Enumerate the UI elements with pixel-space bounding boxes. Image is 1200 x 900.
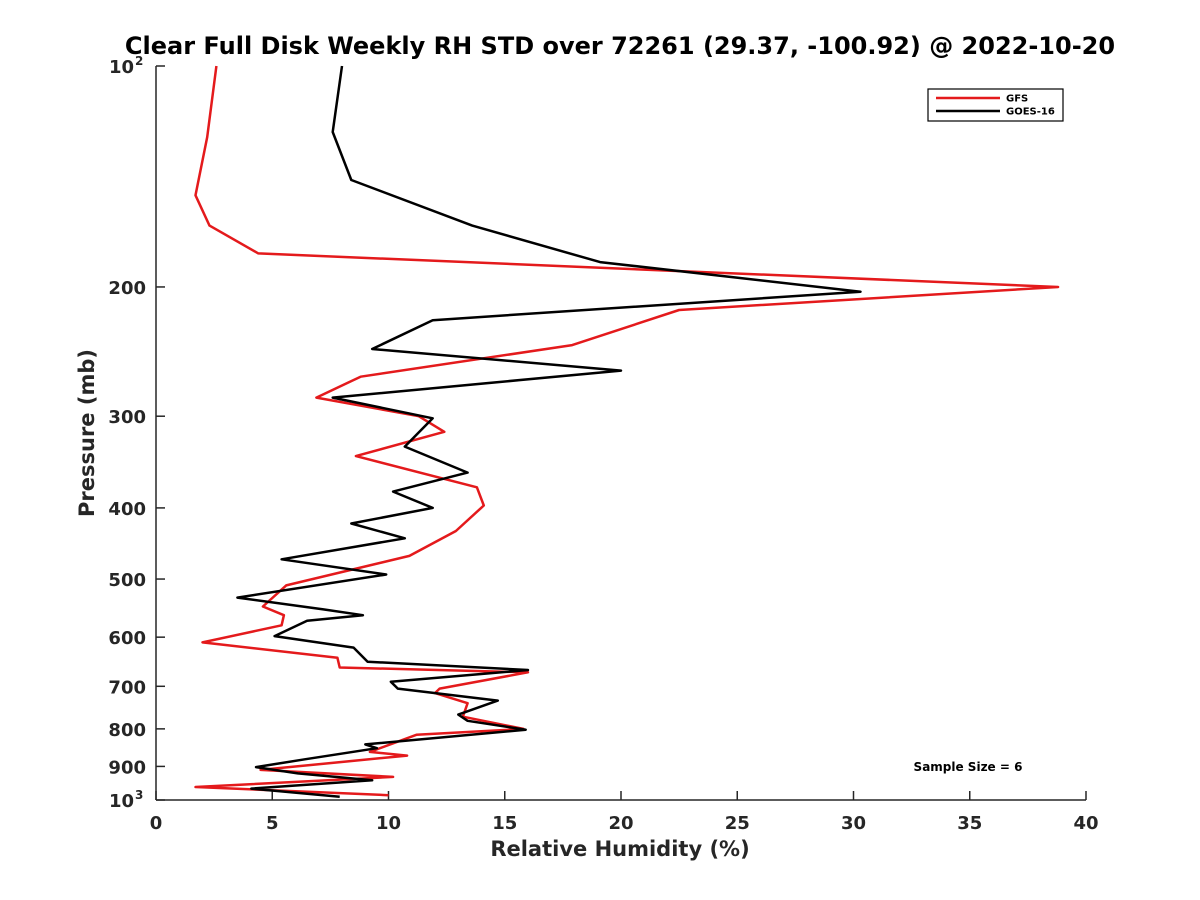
x-axis-label: Relative Humidity (%): [490, 837, 749, 861]
series-lines: [194, 65, 1060, 799]
chart-title: Clear Full Disk Weekly RH STD over 72261…: [125, 32, 1115, 60]
y-tick-label: 600: [108, 628, 146, 649]
y-tick-exponent: 2: [135, 54, 143, 68]
y-tick-label: 10: [109, 791, 134, 812]
x-tick-label: 20: [608, 813, 633, 834]
x-tick-label: 10: [376, 813, 401, 834]
legend-entry-gfs: GFS: [1006, 94, 1028, 105]
sample-size-annotation: Sample Size = 6: [914, 760, 1023, 774]
y-tick-label: 400: [108, 499, 146, 520]
x-tick-label: 15: [492, 813, 517, 834]
y-tick-label: 10: [109, 57, 134, 78]
x-tick-label: 5: [266, 813, 279, 834]
y-tick-label: 300: [108, 407, 146, 428]
x-tick-label: 35: [957, 813, 982, 834]
y-tick-label: 700: [108, 677, 146, 698]
x-axis: 0 5 10 15 20 25 30 35 40: [150, 791, 1099, 834]
y-tick-label: 900: [108, 757, 146, 778]
series-line-gfs: [194, 65, 1060, 797]
legend-entry-goes-16: GOES-16: [1006, 107, 1055, 118]
series-line-goes-16: [236, 65, 862, 799]
legend-box: [927, 88, 1064, 122]
legend: GFS GOES-16: [927, 88, 1064, 122]
x-tick-label: 25: [725, 813, 750, 834]
x-tick-label: 30: [841, 813, 866, 834]
x-tick-label: 40: [1073, 813, 1098, 834]
y-axis-label: Pressure (mb): [75, 349, 99, 517]
y-tick-label: 500: [108, 570, 146, 591]
plot-frame: [155, 66, 1086, 801]
y-tick-label: 200: [108, 278, 146, 299]
y-tick-exponent: 3: [135, 788, 143, 802]
y-tick-label: 800: [108, 720, 146, 741]
x-tick-label: 0: [150, 813, 163, 834]
